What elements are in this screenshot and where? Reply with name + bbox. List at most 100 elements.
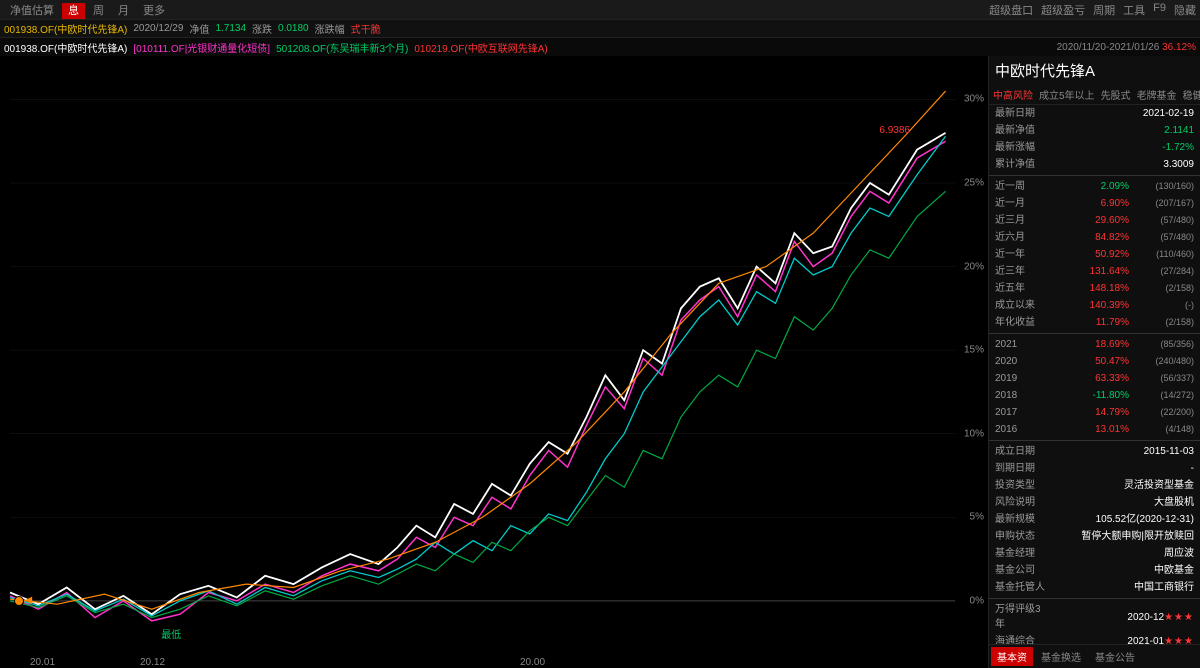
side-tab[interactable]: 成立5年以上 xyxy=(1039,87,1095,102)
data-row-rank: (207/167) xyxy=(1129,196,1194,211)
data-row: 海通综合2021-01★★★ xyxy=(989,633,1200,644)
top-toolbar: 净值估算息周月更多 超级盘口超级盈亏周期工具 F9 隐藏 xyxy=(0,0,1200,20)
line-chart xyxy=(0,56,988,668)
nav-label: 净值 xyxy=(189,21,209,36)
topbar-right-item[interactable]: F9 xyxy=(1153,2,1166,18)
data-row-value: 18.69% xyxy=(1045,337,1129,352)
data-row-label: 近一月 xyxy=(995,196,1045,211)
y-axis-label: 0% xyxy=(970,595,984,606)
topbar-right-item[interactable]: 超级盈亏 xyxy=(1041,2,1085,18)
data-row: 近三月29.60%(57/480) xyxy=(989,212,1200,229)
data-row-label: 最新规模 xyxy=(995,512,1045,527)
data-row-rank: (110/460) xyxy=(1129,247,1194,262)
data-row-label: 近六月 xyxy=(995,230,1045,245)
rating-stars: ★★★ xyxy=(1164,634,1194,644)
data-row-rank: (130/160) xyxy=(1129,179,1194,194)
data-row-value: 2.09% xyxy=(1045,179,1129,194)
data-row: 近六月84.82%(57/480) xyxy=(989,229,1200,246)
data-row-value: 29.60% xyxy=(1045,213,1129,228)
chg-value: 0.0180 xyxy=(278,23,309,34)
data-row: 成立日期2015-11-03 xyxy=(989,443,1200,460)
data-row: 成立以来140.39%(-) xyxy=(989,297,1200,314)
data-row-label: 最新涨幅 xyxy=(995,140,1045,155)
data-row-value: 50.47% xyxy=(1045,354,1129,369)
side-tab[interactable]: 稳健 xyxy=(1183,87,1200,102)
data-row: 风险说明大盘股机 xyxy=(989,494,1200,511)
pct-value: 式干脆 xyxy=(351,21,381,36)
data-row-label: 近一周 xyxy=(995,179,1045,194)
data-row-rank: (240/480) xyxy=(1129,354,1194,369)
data-row-value: 暂停大额申购|限开放赎回 xyxy=(1045,529,1194,544)
bottom-button[interactable]: 基金公告 xyxy=(1089,647,1141,666)
data-row-label: 近三年 xyxy=(995,264,1045,279)
data-row-label: 到期日期 xyxy=(995,461,1045,476)
data-row: 近五年148.18%(2/158) xyxy=(989,280,1200,297)
bottom-button[interactable]: 基本资 xyxy=(991,647,1033,666)
data-row-label: 近五年 xyxy=(995,281,1045,296)
range-delta: 36.12% xyxy=(1162,42,1196,53)
data-row: 202118.69%(85/356) xyxy=(989,336,1200,353)
data-row-label: 2018 xyxy=(995,388,1045,403)
pct-label: 涨跌幅 xyxy=(315,21,345,36)
data-row-rank: (57/480) xyxy=(1129,230,1194,245)
topbar-tab[interactable]: 净值估算 xyxy=(4,3,60,19)
data-row: 基金经理周应波 xyxy=(989,545,1200,562)
fund-code: 001938.OF(中欧时代先锋A) xyxy=(4,21,127,36)
data-row-value: 131.64% xyxy=(1045,264,1129,279)
data-row-label: 2021 xyxy=(995,337,1045,352)
data-row-rank: (2/158) xyxy=(1129,281,1194,296)
data-row: 近三年131.64%(27/284) xyxy=(989,263,1200,280)
data-row-rank: (85/356) xyxy=(1129,337,1194,352)
data-row-label: 2016 xyxy=(995,422,1045,437)
data-row-rank: (22/200) xyxy=(1129,405,1194,420)
fund-title: 中欧时代先锋A xyxy=(989,56,1200,85)
data-row-label: 基金公司 xyxy=(995,563,1045,578)
data-row: 基金托管人中国工商银行 xyxy=(989,579,1200,596)
topbar-tab[interactable]: 息 xyxy=(62,3,85,19)
data-row-value: 6.90% xyxy=(1045,196,1129,211)
topbar-right-item[interactable]: 工具 xyxy=(1123,2,1145,18)
side-tab[interactable]: 先股式 xyxy=(1101,87,1131,102)
side-tab[interactable]: 老牌基金 xyxy=(1137,87,1177,102)
data-row-value: 中欧基金 xyxy=(1045,563,1194,578)
data-row: 201963.33%(56/337) xyxy=(989,370,1200,387)
topbar-tab[interactable]: 更多 xyxy=(137,3,171,19)
data-row-value: 2021-02-19 xyxy=(1045,106,1194,121)
y-axis-label: 15% xyxy=(964,345,984,356)
data-row-label: 近一年 xyxy=(995,247,1045,262)
chart-pane[interactable]: 0%5%10%15%20%25%30%20.0120.1220.006.9386… xyxy=(0,56,988,668)
data-row: 201613.01%(4/148) xyxy=(989,421,1200,438)
data-row-label: 2020 xyxy=(995,354,1045,369)
topbar-right-item[interactable]: 周期 xyxy=(1093,2,1115,18)
bottom-button[interactable]: 基金换选 xyxy=(1035,647,1087,666)
data-row-rank: (56/337) xyxy=(1129,371,1194,386)
topbar-right-item[interactable]: 隐藏 xyxy=(1174,2,1196,18)
data-row: 近一年50.92%(110/460) xyxy=(989,246,1200,263)
data-row-label: 最新日期 xyxy=(995,106,1045,121)
topbar-tab[interactable]: 周 xyxy=(87,3,110,19)
topbar-tab[interactable]: 月 xyxy=(112,3,135,19)
side-panel: 中欧时代先锋A 中高风险成立5年以上先股式老牌基金稳健 最新日期2021-02-… xyxy=(988,56,1200,668)
data-row-value: 84.82% xyxy=(1045,230,1129,245)
rating-stars: ★★★ xyxy=(1164,610,1194,625)
data-row-label: 海通综合 xyxy=(995,634,1045,644)
data-row-rank: (-) xyxy=(1129,298,1194,313)
side-tab[interactable]: 中高风险 xyxy=(993,87,1033,102)
date-range: 2020/11/20-2021/01/26 xyxy=(1057,42,1160,53)
data-row-label: 近三月 xyxy=(995,213,1045,228)
data-row-value: 3.3009 xyxy=(1045,157,1194,172)
data-row-value: 105.52亿(2020-12-31) xyxy=(1045,512,1194,527)
data-row: 累计净值3.3009 xyxy=(989,156,1200,173)
topbar-right-item[interactable]: 超级盘口 xyxy=(989,2,1033,18)
data-row: 年化收益11.79%(2/158) xyxy=(989,314,1200,331)
legend-series: 001938.OF(中欧时代先锋A) xyxy=(4,44,127,55)
data-row-rank: (2/158) xyxy=(1129,315,1194,330)
data-row-label: 年化收益 xyxy=(995,315,1045,330)
status-bar: 001938.OF(中欧时代先锋A) 2020/12/29 净值 1.7134 … xyxy=(0,20,1200,38)
data-row-rank: (4/148) xyxy=(1129,422,1194,437)
data-row-value: 灵活投资型基金 xyxy=(1045,478,1194,493)
data-row-rank: (27/284) xyxy=(1129,264,1194,279)
data-row: 最新净值2.1141 xyxy=(989,122,1200,139)
data-row-label: 投资类型 xyxy=(995,478,1045,493)
data-row-label: 累计净值 xyxy=(995,157,1045,172)
